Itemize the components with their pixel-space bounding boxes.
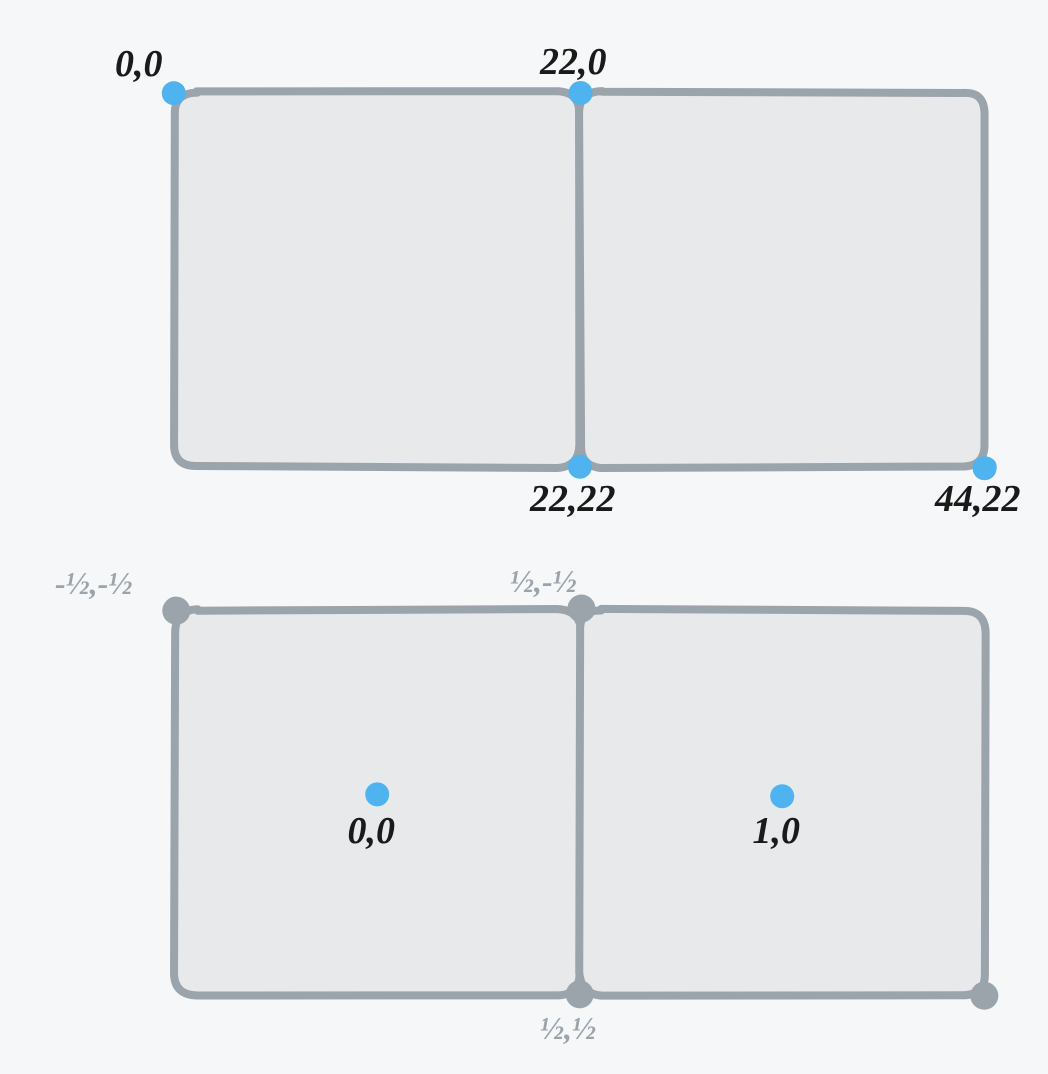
label-bottom: 0,0 xyxy=(348,810,396,852)
dot-bottom-blob xyxy=(568,598,592,622)
dot-bottom-blob xyxy=(164,597,188,621)
coordinate-diagram: 0,0 22,0 22,22 44,22 -½,-½ ½,-½ ½,½ 0,0 1,0 xyxy=(0,0,1048,1074)
dot-top-blob xyxy=(569,456,589,476)
dot-bottom-blob xyxy=(771,785,791,805)
label-bottom: 1,0 xyxy=(753,810,801,852)
label-top: 44,22 xyxy=(934,478,1021,520)
label-top: 0,0 xyxy=(115,43,163,85)
cell-top-0-0 xyxy=(174,91,579,468)
dot-bottom-blob xyxy=(366,785,386,805)
label-top: 22,0 xyxy=(539,41,607,83)
dot-top-blob xyxy=(164,82,184,102)
label-bottom: ½,½ xyxy=(540,1010,596,1046)
label-top: 22,22 xyxy=(529,478,616,520)
dot-top-blob xyxy=(572,83,592,103)
cell-top-1-0 xyxy=(579,91,985,468)
dot-bottom-blob xyxy=(974,984,998,1008)
grid-bottom: -½,-½ ½,-½ ½,½ 0,0 1,0 xyxy=(55,563,998,1046)
grid-top: 0,0 22,0 22,22 44,22 xyxy=(115,41,1021,520)
label-bottom: ½,-½ xyxy=(510,563,577,599)
dot-top-blob xyxy=(976,457,996,477)
label-bottom: -½,-½ xyxy=(55,565,132,601)
dot-bottom-blob xyxy=(568,984,592,1008)
